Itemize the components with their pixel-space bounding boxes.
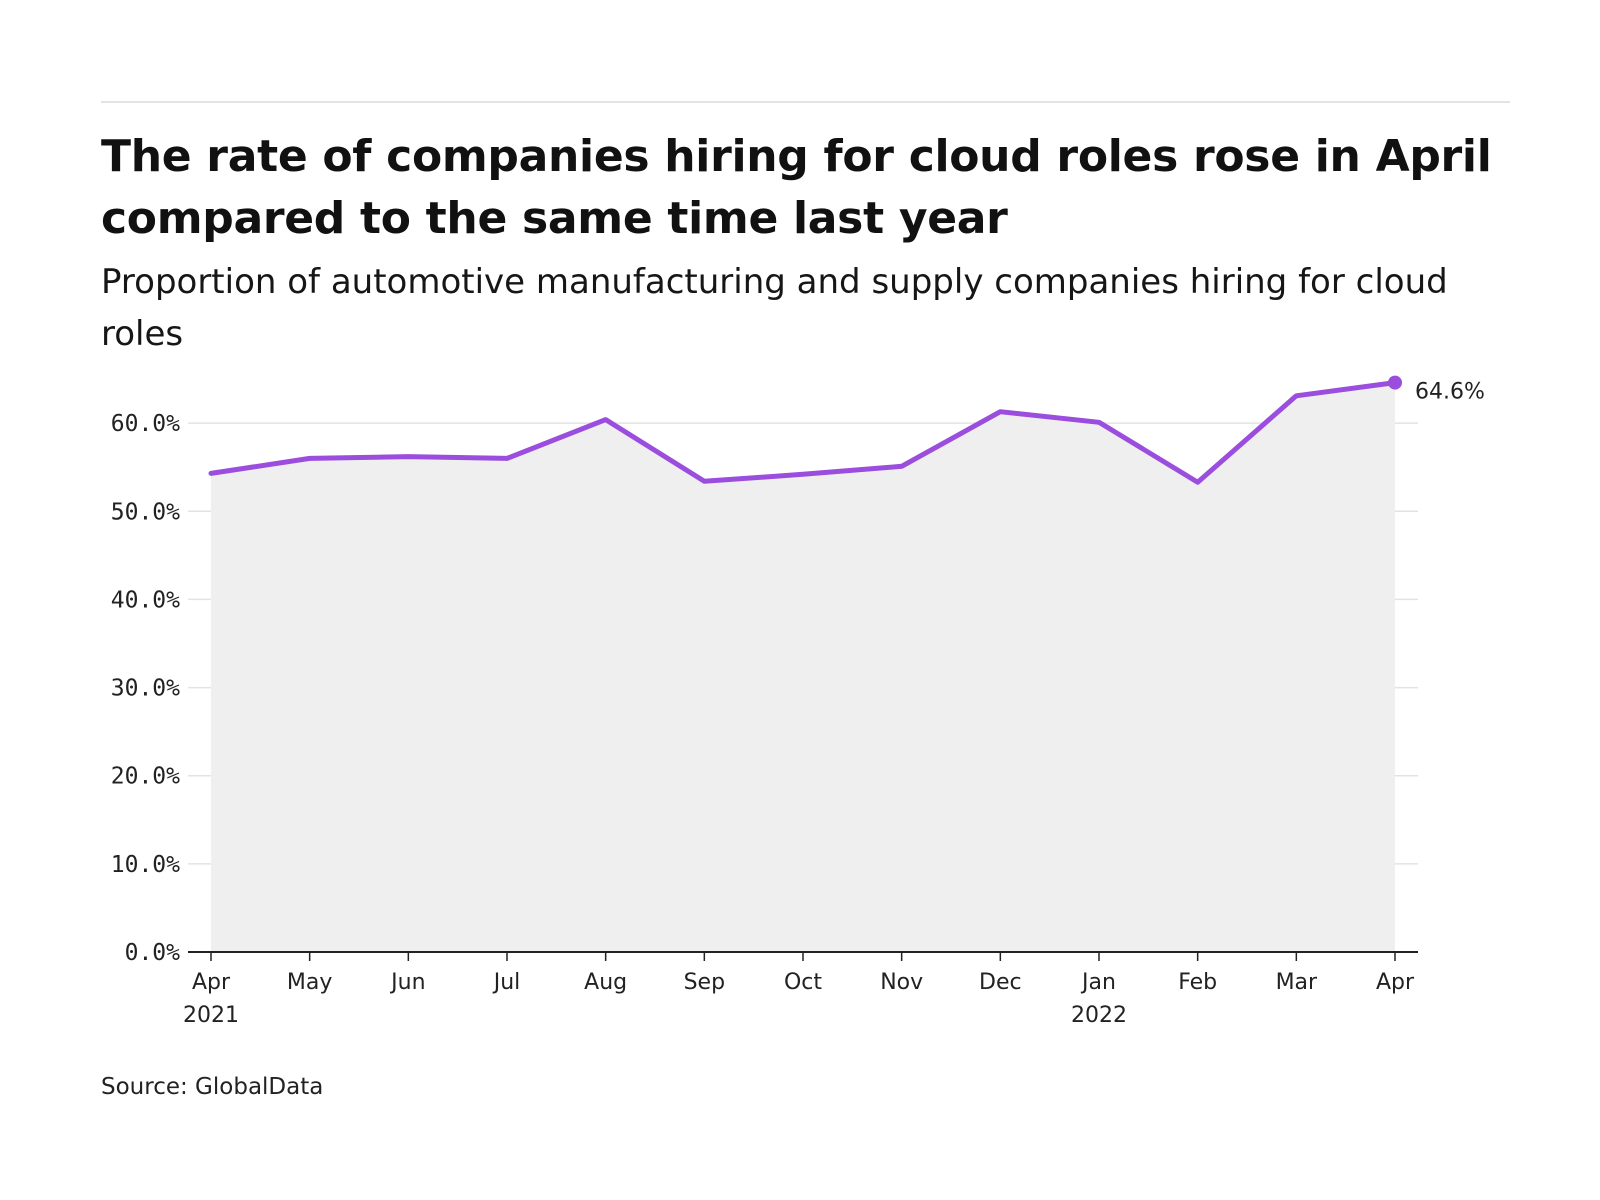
x-tick-label: May (287, 970, 332, 995)
x-tick-year-label: 2021 (183, 1003, 239, 1028)
area-fill (211, 382, 1395, 953)
y-tick-label: 0.0% (125, 940, 181, 966)
x-tick-label: Mar (1276, 970, 1318, 995)
x-tick-label: Sep (684, 970, 725, 995)
x-tick-label: Jan (1080, 970, 1116, 995)
x-tick-label: Apr (192, 970, 231, 995)
x-tick-label: Dec (979, 970, 1022, 995)
y-tick-label: 20.0% (111, 764, 180, 790)
y-axis-ticks: 0.0% 10.0% 20.0% 30.0% 40.0% 50.0% 60.0% (111, 411, 180, 966)
end-point-label: 64.6% (1415, 380, 1485, 405)
x-tick-label: Aug (584, 970, 627, 995)
source-note: Source: GlobalData (101, 1074, 324, 1100)
x-tick-label: Oct (784, 970, 822, 995)
x-tick-year-label: 2022 (1071, 1003, 1127, 1028)
series-line (208, 380, 1398, 485)
top-divider (101, 101, 1510, 103)
chart-subtitle: Proportion of automotive manufacturing a… (101, 262, 1448, 354)
x-tick-label: Feb (1178, 970, 1217, 995)
y-tick-label: 50.0% (111, 499, 180, 525)
x-tick-label: Jul (492, 970, 521, 995)
y-tick-label: 10.0% (111, 852, 180, 878)
end-point-marker (1388, 375, 1402, 390)
x-tick-label: Apr (1376, 970, 1415, 995)
y-tick-label: 30.0% (111, 676, 180, 702)
y-tick-label: 60.0% (111, 411, 180, 437)
x-axis-ticks: Apr 2021 May Jun Jul Aug Sep Oct Nov Dec Jan 2022 Fe… (183, 952, 1415, 1028)
y-tick-label: 40.0% (111, 587, 180, 613)
x-tick-label: Nov (880, 970, 923, 995)
x-tick-label: Jun (389, 970, 425, 995)
chart-title: The rate of companies hiring for cloud r… (101, 131, 1492, 244)
